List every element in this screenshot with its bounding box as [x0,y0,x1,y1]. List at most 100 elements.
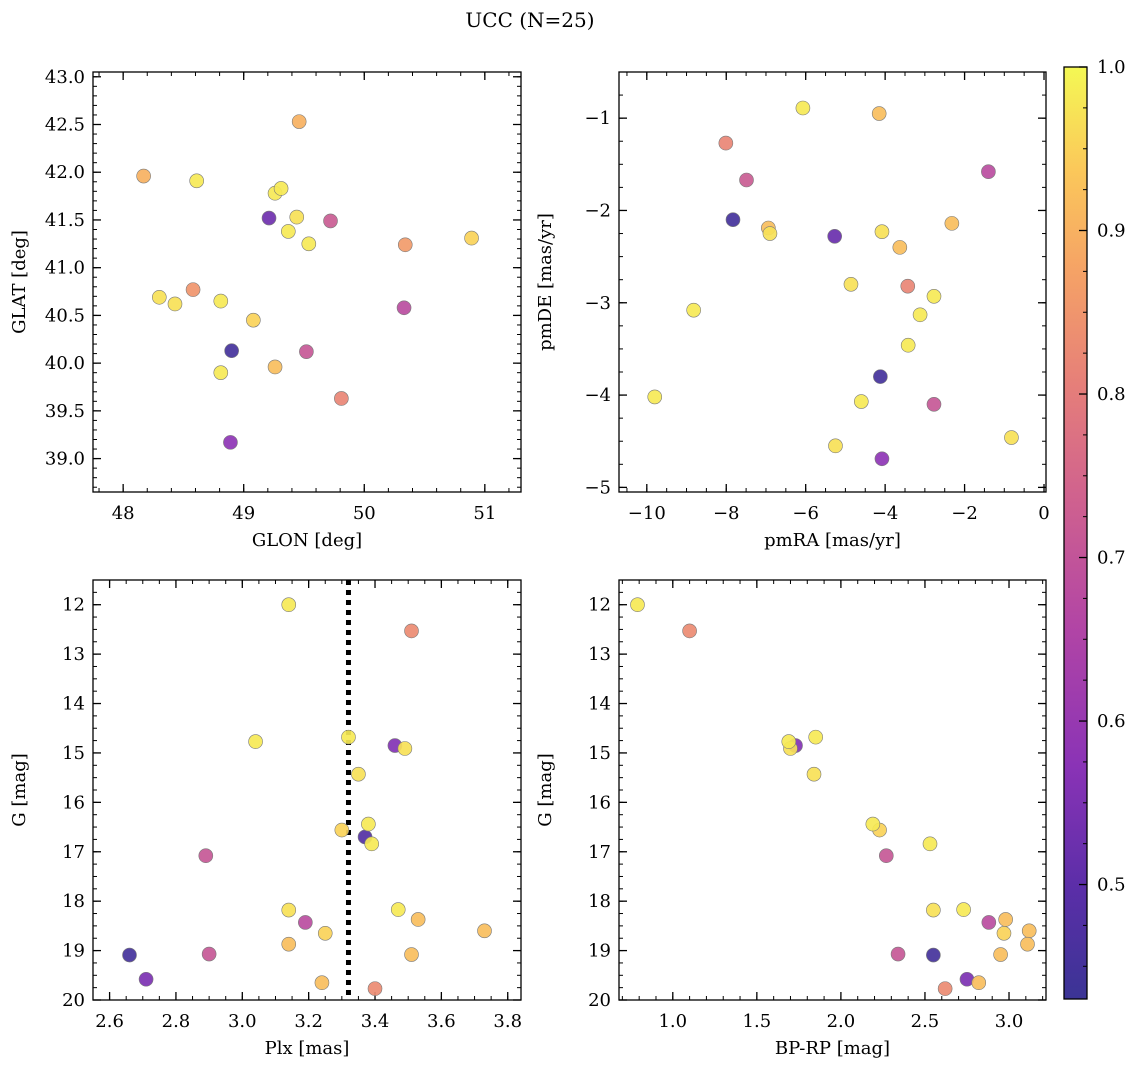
axes-frame [618,579,1047,1001]
y-tick-label: 43.0 [45,67,85,88]
scatter-point [926,289,942,304]
y-tick-label: 13 [588,644,611,665]
axes-frame [618,71,1047,493]
scatter-point [299,344,314,359]
axes-frame [92,71,522,493]
y-tick-label: 19 [62,941,85,962]
x-tick-label: 2.8 [162,1011,191,1032]
scatter-point [261,210,277,226]
y-tick-label: 39.0 [45,449,85,470]
x-tick-label: −4 [872,503,899,524]
scatter-point [201,946,217,962]
x-axis-label: Plx [mas] [265,1038,350,1059]
panel-1: 48 49 50 51 39.0 39.5 40.0 40.5 41.0 41.5 42.0 42.5… [9,67,522,551]
scatter-point [273,181,289,196]
scatter-point [351,766,366,782]
x-tick-label: 2.6 [95,1011,124,1032]
scatter-point [762,226,778,241]
scatter-point [213,365,229,380]
scatter-point [361,816,376,832]
scatter-point [981,915,997,930]
colorbar-tick-label: 0.9 [1097,221,1126,242]
scatter-point [981,164,996,179]
scatter-point [878,848,894,864]
y-tick-label: −2 [584,200,611,221]
scatter-point [781,734,797,749]
figure-title: UCC (N=25) [465,8,594,32]
scatter-point [873,369,888,384]
y-tick-label: 40.5 [45,305,85,326]
y-tick-label: 16 [62,792,85,813]
scatter-point [397,237,413,253]
scatter-point [630,597,645,613]
colorbar-tick-label: 0.7 [1097,548,1126,569]
x-tick-label: 48 [112,503,135,524]
y-tick-label: 42.0 [45,162,85,183]
scatter-point [971,975,987,991]
y-tick-label: 17 [62,842,85,863]
x-tick-label: 0 [1038,503,1049,524]
colorbar: 0.5 0.6 0.7 0.8 0.9 1.0 [1063,57,1126,1000]
x-tick-label: −2 [951,503,978,524]
y-tick-label: 39.5 [45,401,85,422]
panel-3: 2.6 2.8 3.0 3.2 3.4 3.6 3.8 12 13 14 15 16 17 18 19 20 P… [9,579,522,1059]
scatter-point [323,213,338,229]
y-tick-label: 16 [588,792,611,813]
y-tick-label: 20 [588,990,611,1011]
scatter-point [926,902,941,918]
y-tick-label: −4 [584,385,611,406]
scatter-point [944,216,960,231]
x-tick-label: −8 [713,503,740,524]
y-axis-label: G [mag] [535,753,556,826]
scatter-point [892,240,908,255]
scatter-point [291,114,307,129]
scatter-point [404,947,419,962]
scatter-point [739,172,754,188]
scatter-point [874,224,890,239]
scatter-point [267,359,283,375]
y-tick-label: 41.0 [45,258,85,279]
scatter-point [289,209,305,225]
scatter-point [334,391,349,406]
scatter-point [843,277,859,292]
scatter-point [912,307,928,323]
x-tick-label: 3.6 [427,1011,456,1032]
scatter-point [167,296,183,312]
panel-2: −10 −8 −6 −4 −2 0 −5 −4 −3 −2 −1 pmRA [mas/yr] pmDE … [535,71,1050,551]
scatter-point [890,946,906,962]
x-axis-label: BP-RP [mag] [775,1038,890,1059]
scatter-point [281,936,297,952]
scatter-point [122,947,137,963]
scatter-point [281,597,297,613]
y-tick-label: −3 [584,293,611,314]
scatter-point [464,230,479,246]
scatter-point [926,947,941,963]
scatter-point [317,925,333,941]
scatter-point [341,729,356,745]
y-tick-label: 14 [588,694,611,715]
scatter-point [334,822,350,838]
scatter-point [937,981,953,996]
scatter-point [224,343,239,359]
x-tick-label: 2.5 [911,1011,940,1032]
x-tick-label: 3.4 [361,1011,390,1032]
y-tick-label: 13 [62,644,85,665]
x-tick-label: 3.8 [493,1011,522,1032]
scatter-point [865,816,881,832]
x-tick-label: 49 [232,503,255,524]
y-tick-label: 15 [588,743,611,764]
y-tick-label: 18 [62,891,85,912]
scatter-point [138,971,154,987]
scatter-point [397,741,413,756]
scatter-point [136,168,151,184]
scatter-point [213,293,229,309]
y-tick-label: −5 [584,477,611,498]
x-tick-label: 51 [473,503,496,524]
y-tick-label: 12 [588,595,611,616]
scatter-point [367,981,383,996]
scatter-point [998,912,1013,927]
axes-frame [92,579,522,1001]
scatter-point [198,848,214,864]
scatter-point [298,915,313,930]
